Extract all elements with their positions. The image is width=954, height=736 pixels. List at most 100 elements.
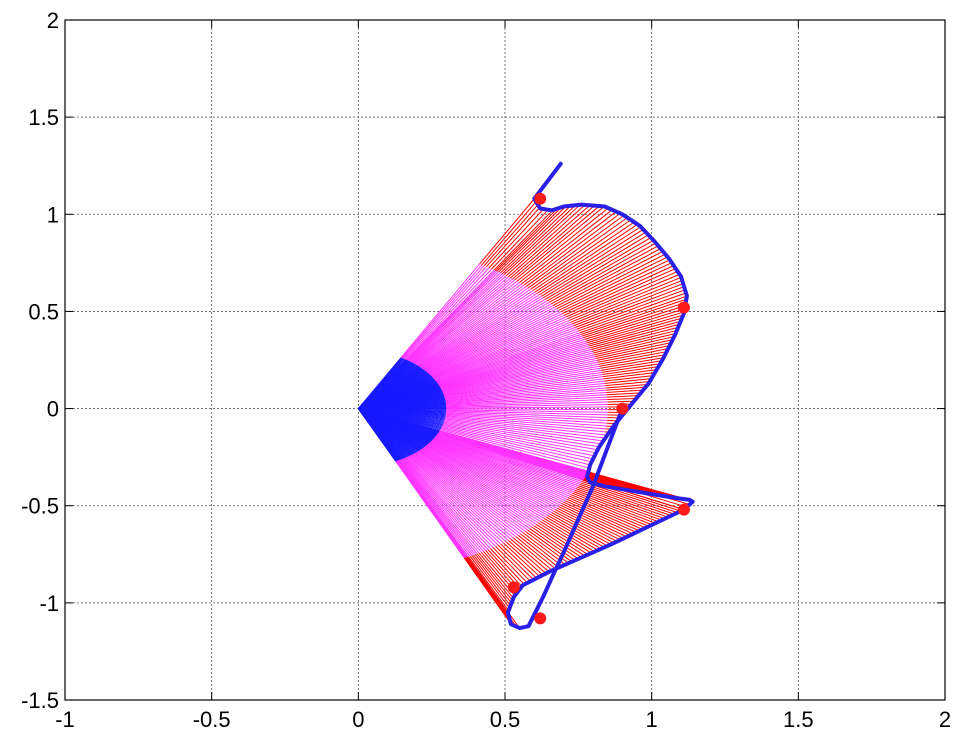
ray-mid xyxy=(445,414,607,427)
ray-mid xyxy=(433,437,573,494)
ray-mid xyxy=(446,410,608,416)
ray-mid xyxy=(442,361,598,393)
ray-outer xyxy=(490,548,525,585)
ray-outer xyxy=(566,498,640,532)
ray-mid xyxy=(443,369,601,396)
ray-mid xyxy=(440,347,591,388)
ray-outer xyxy=(600,357,664,369)
x-tick-label: 2 xyxy=(939,707,951,732)
ray-mid xyxy=(426,444,553,514)
ray-mid xyxy=(441,427,592,463)
ray-outer xyxy=(505,204,586,277)
ray-mid xyxy=(424,300,548,371)
ray-outer xyxy=(543,234,649,299)
ray-mid xyxy=(407,456,499,546)
ray-mid xyxy=(404,267,490,360)
ray-outer xyxy=(597,348,669,363)
ray-mid xyxy=(408,273,503,362)
ray-outer xyxy=(492,547,528,584)
ray-outer xyxy=(605,383,648,389)
ray-mid xyxy=(445,413,607,424)
ray-outer xyxy=(500,205,572,274)
ray-outer xyxy=(573,283,684,327)
ray-mid xyxy=(444,378,604,399)
ray-mid xyxy=(419,450,533,528)
ray-mid xyxy=(410,455,507,543)
ray-mid xyxy=(410,276,509,363)
ray-mid xyxy=(441,352,594,390)
ray-mid xyxy=(401,458,482,553)
ray-mid xyxy=(401,264,483,359)
ray-outer xyxy=(554,250,664,308)
ray-mid xyxy=(442,424,595,457)
ray-outer xyxy=(500,543,537,579)
ray-mid xyxy=(434,325,575,380)
ray-mid xyxy=(446,401,608,407)
y-tick-label: -1.5 xyxy=(21,688,59,713)
ray-outer xyxy=(501,204,576,275)
ray-mid xyxy=(433,323,573,380)
grid-lines xyxy=(65,20,945,700)
ray-mid xyxy=(432,439,569,499)
data-point xyxy=(534,192,547,205)
ray-outer xyxy=(587,317,683,345)
ray-outer xyxy=(522,532,566,565)
ray-outer xyxy=(483,204,539,267)
ray-outer xyxy=(498,205,567,273)
ray-mid xyxy=(445,387,606,402)
y-tick-label: 1.5 xyxy=(28,105,59,130)
ray-mid xyxy=(396,460,468,558)
ray-outer xyxy=(599,354,666,367)
ray-mid xyxy=(429,311,561,375)
ray-mid xyxy=(398,460,473,556)
ray-outer xyxy=(552,248,661,306)
ray-mid xyxy=(446,411,608,419)
ray-mid xyxy=(446,403,608,408)
ray-mid xyxy=(423,446,545,519)
ray-mid xyxy=(423,447,543,521)
ray-mid xyxy=(413,453,517,538)
ray-mid xyxy=(438,338,585,385)
ray-outer xyxy=(516,207,609,282)
ray-mid xyxy=(445,416,606,433)
ray-outer xyxy=(565,500,637,533)
series-layer xyxy=(505,161,695,631)
ray-outer xyxy=(496,206,562,272)
ray-outer xyxy=(515,536,556,570)
ray-outer xyxy=(473,554,512,604)
ray-mid xyxy=(397,460,471,557)
ray-outer xyxy=(503,542,541,577)
ray-outer xyxy=(598,351,667,365)
ray-outer xyxy=(503,204,581,275)
ray-mid xyxy=(440,350,593,389)
ray-outer xyxy=(530,219,632,290)
ray-mid xyxy=(437,337,584,385)
ray-outer xyxy=(607,397,637,401)
ray-mid xyxy=(444,374,603,398)
ray-mid xyxy=(411,277,511,363)
data-point xyxy=(677,301,690,314)
ray-outer xyxy=(505,541,544,576)
ray-mid xyxy=(434,326,576,381)
ray-mid xyxy=(445,389,607,403)
ray-mid xyxy=(424,298,546,371)
ray-outer xyxy=(540,231,647,297)
ray-outer xyxy=(463,557,512,624)
ray-outer xyxy=(468,556,510,612)
ray-outer xyxy=(514,206,605,281)
x-tick-label: -0.5 xyxy=(193,707,231,732)
ray-outer xyxy=(575,286,685,328)
ray-outer xyxy=(596,345,670,361)
ray-mid xyxy=(402,265,485,359)
ray-outer xyxy=(600,360,662,371)
ray-outer xyxy=(560,259,671,313)
ray-mid xyxy=(435,435,579,487)
ray-outer xyxy=(606,386,646,391)
ray-mid xyxy=(416,451,526,532)
ray-mid xyxy=(415,452,521,535)
ray-outer xyxy=(512,205,600,280)
ray-mid xyxy=(444,376,604,398)
ray-mid xyxy=(443,367,601,395)
ray-mid xyxy=(439,430,589,474)
ray-mid xyxy=(437,335,583,384)
